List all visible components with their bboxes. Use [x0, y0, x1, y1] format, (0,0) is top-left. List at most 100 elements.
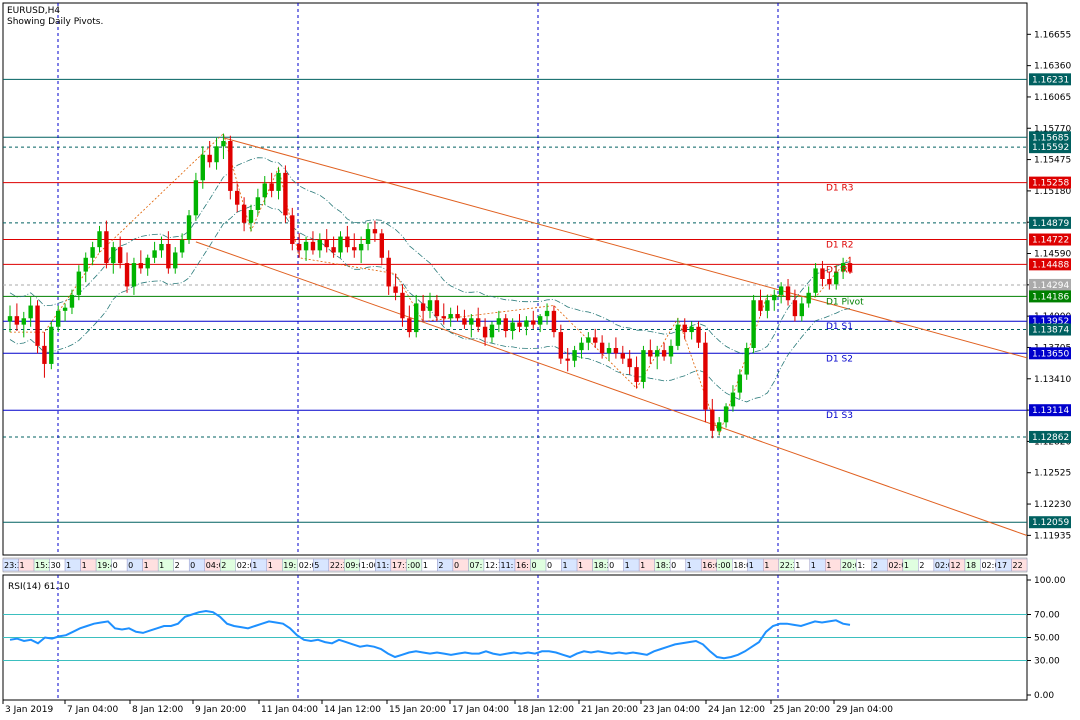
- time-strip-label: 2: [919, 561, 924, 570]
- candle-up: [414, 303, 419, 333]
- time-strip-label: 1: [687, 561, 692, 570]
- time-strip-label: 18: [966, 561, 976, 570]
- time-strip-label: 0: [454, 561, 459, 570]
- candle-up: [716, 422, 722, 431]
- candle-up: [69, 294, 75, 308]
- time-strip-label: 07:: [469, 561, 482, 570]
- zigzag-line: [10, 132, 851, 437]
- candle-down: [710, 409, 715, 431]
- time-strip-label: :00: [407, 561, 420, 570]
- time-strip-label: 1: [268, 561, 273, 570]
- price-pane-frame: [2, 2, 1028, 556]
- price-badge-label: 1.14186: [1032, 292, 1069, 302]
- price-badge: [1029, 216, 1071, 229]
- price-badge: [1029, 141, 1071, 154]
- price-tick-label: 1.16655: [1034, 30, 1071, 40]
- candle-up: [97, 231, 102, 248]
- candle-up: [214, 146, 219, 163]
- candle-down: [393, 286, 398, 293]
- time-axis: 3 Jan 2019 7 Jan 04:00 8 Jan 12:00 9 Jan 20…: [2, 700, 893, 715]
- time-strip-label: 2: [438, 561, 443, 570]
- candle-down: [503, 318, 508, 332]
- rsi-levels: [3, 614, 1027, 661]
- price-badge-label: 1.14722: [1032, 236, 1069, 246]
- candle-up: [723, 406, 729, 423]
- candle-up: [28, 305, 33, 319]
- candle-up: [358, 243, 364, 251]
- time-tick-label: 18 Jan 12:00: [517, 705, 574, 715]
- candle-up: [173, 252, 178, 269]
- candle-down: [551, 310, 557, 333]
- candle-up: [131, 263, 137, 287]
- rsi-tick-label: 70.00: [1034, 611, 1060, 621]
- candle-up: [641, 350, 646, 382]
- time-strip-label: 1: [252, 561, 257, 570]
- candle-down: [331, 247, 336, 253]
- rsi-axis: 100.00 70.00 50.00 30.00 0.00: [1027, 576, 1066, 701]
- price-badge-label: 1.13650: [1032, 349, 1069, 359]
- candle-up: [606, 348, 612, 354]
- symbol-label: EURUSD,H4: [7, 6, 60, 16]
- candle-down: [104, 231, 109, 264]
- price-badge-label: 1.15592: [1032, 143, 1069, 153]
- price-badge: [1029, 430, 1071, 443]
- candle-down: [661, 350, 667, 357]
- candle-up: [778, 286, 784, 295]
- price-badge: [1029, 131, 1071, 144]
- candles: [7, 133, 853, 439]
- price-tick-label: 1.13410: [1034, 375, 1071, 385]
- price-tick-label: 1.15475: [1034, 156, 1071, 166]
- candle-down: [648, 350, 653, 357]
- candle-down: [558, 332, 564, 359]
- candle-up: [655, 350, 660, 357]
- candle-down: [847, 263, 853, 272]
- time-strip-label: 1: [82, 561, 87, 570]
- time-strip-label: 1:: [857, 561, 865, 570]
- price-badge-label: 1.15258: [1032, 179, 1069, 189]
- price-badge-label: 1.15685: [1032, 133, 1069, 143]
- time-strip-label: 0: [671, 561, 676, 570]
- candle-down: [352, 247, 357, 251]
- candle-down: [613, 348, 619, 354]
- candle-down: [310, 241, 316, 251]
- rsi-tick-label: 30.00: [1034, 657, 1060, 667]
- candle-up: [579, 342, 584, 351]
- candle-down: [407, 318, 412, 333]
- candle-down: [296, 243, 302, 251]
- time-strip-label: 0: [190, 561, 195, 570]
- candle-up: [21, 318, 26, 325]
- price-badge: [1029, 258, 1071, 271]
- candle-up: [427, 300, 433, 311]
- pivot-label: D1 R2: [826, 241, 854, 251]
- candle-up: [469, 318, 474, 325]
- price-badge: [1029, 404, 1071, 417]
- candle-up: [806, 292, 811, 304]
- rsi-label: RSI(14) 61.10: [8, 582, 70, 592]
- channel-lower: [195, 241, 1028, 536]
- time-strip-label: 1: [640, 561, 645, 570]
- time-strip-label: 16:00: [702, 561, 725, 570]
- price-badge-label: 1.16231: [1032, 75, 1069, 85]
- candle-up: [448, 314, 453, 319]
- time-strip-label: 30: [51, 561, 61, 570]
- candle-up: [496, 318, 502, 325]
- time-strip-label: 17: [997, 561, 1007, 570]
- time-tick-label: 7 Jan 04:00: [67, 705, 119, 715]
- price-tick-label: 1.16065: [1034, 93, 1071, 103]
- time-strip-label: 12: [950, 561, 960, 570]
- price-tick-label: 1.12230: [1034, 500, 1071, 510]
- rsi-tick-label: 0.00: [1034, 691, 1054, 701]
- candle-down: [792, 300, 798, 317]
- upper-band: [9, 157, 851, 356]
- candle-down: [345, 236, 350, 248]
- candle-up: [689, 326, 694, 333]
- candle-down: [565, 358, 570, 361]
- candle-down: [228, 141, 233, 191]
- candle-up: [744, 348, 749, 375]
- time-strip-label: 02:0: [237, 561, 255, 570]
- time-strip-label: 12:17: [485, 561, 508, 570]
- time-strip-label: 1: [578, 561, 583, 570]
- candle-up: [221, 141, 226, 147]
